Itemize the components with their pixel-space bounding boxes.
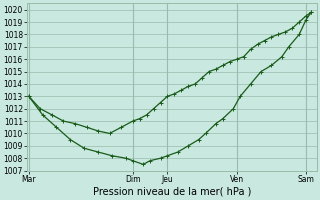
X-axis label: Pression niveau de la mer( hPa ): Pression niveau de la mer( hPa )	[92, 187, 251, 197]
